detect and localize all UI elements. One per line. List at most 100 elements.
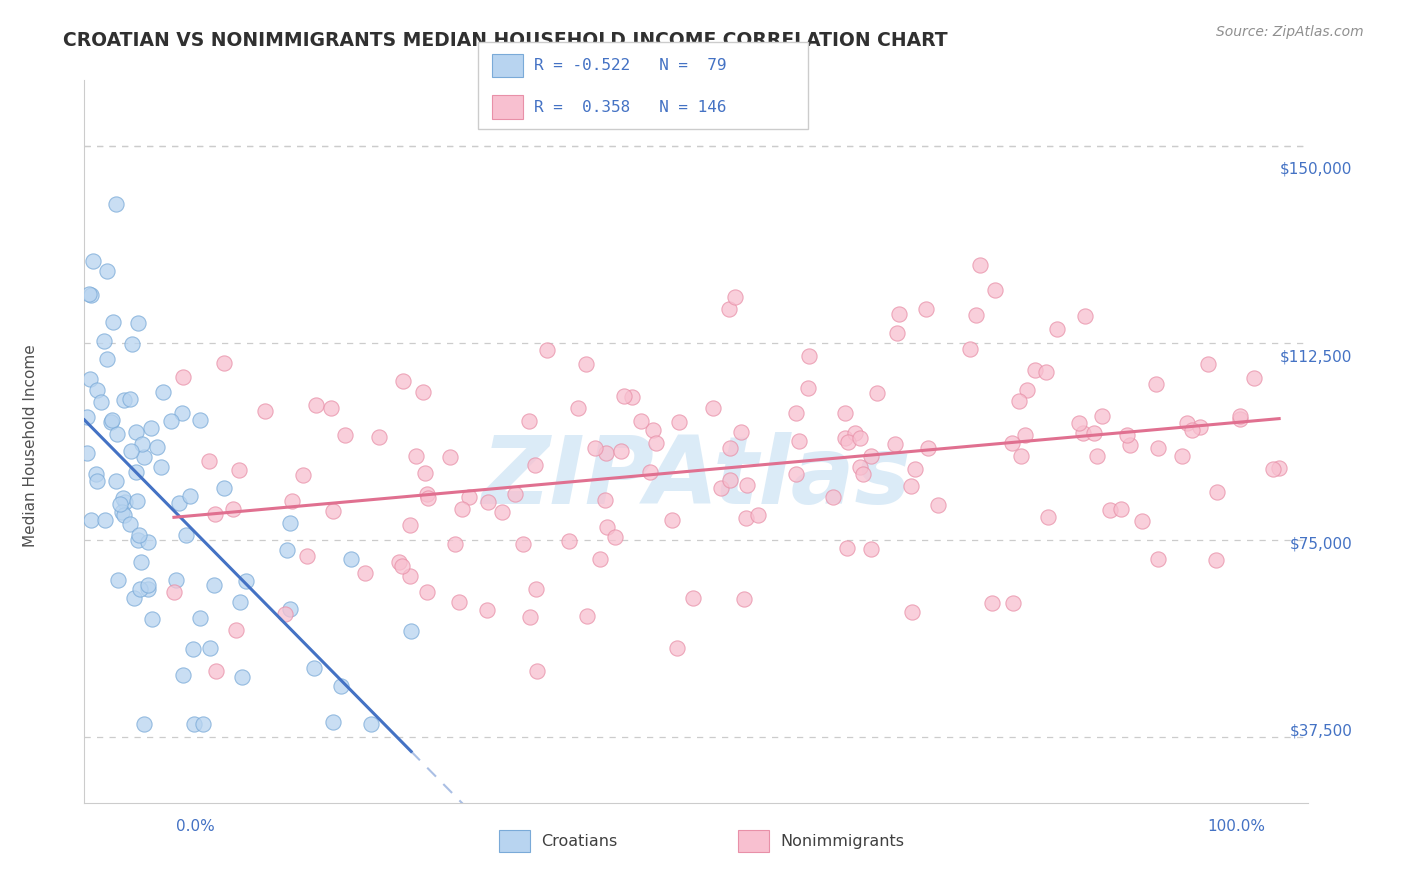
- Point: [136, 577, 159, 591]
- Point: [354, 566, 377, 580]
- Point: [1115, 427, 1137, 442]
- Point: [1171, 449, 1194, 463]
- Point: [1119, 437, 1142, 451]
- Point: [112, 508, 135, 523]
- Point: [449, 595, 471, 609]
- Point: [1181, 423, 1204, 437]
- Point: [1046, 322, 1069, 336]
- Point: [1146, 441, 1168, 455]
- Point: [519, 610, 541, 624]
- Point: [86, 467, 108, 481]
- Point: [94, 513, 117, 527]
- Point: [125, 465, 148, 479]
- Text: $112,500: $112,500: [1281, 350, 1353, 364]
- Point: [603, 530, 626, 544]
- Point: [458, 490, 481, 504]
- Point: [1036, 509, 1059, 524]
- Point: [860, 542, 883, 557]
- Point: [111, 505, 134, 519]
- Point: [1206, 484, 1229, 499]
- Point: [107, 573, 129, 587]
- Point: [172, 668, 194, 682]
- Point: [127, 316, 149, 330]
- Point: [146, 440, 169, 454]
- Point: [557, 533, 579, 548]
- Point: [630, 414, 652, 428]
- Point: [367, 430, 389, 444]
- Point: [984, 283, 1007, 297]
- Point: [900, 479, 922, 493]
- Point: [128, 528, 150, 542]
- Point: [193, 717, 215, 731]
- Point: [79, 372, 101, 386]
- Point: [1071, 425, 1094, 440]
- Point: [524, 582, 547, 596]
- Point: [118, 392, 141, 406]
- Point: [1035, 365, 1057, 379]
- Point: [730, 425, 752, 439]
- Point: [475, 603, 498, 617]
- Point: [254, 404, 277, 418]
- Point: [391, 559, 413, 574]
- Point: [114, 495, 136, 509]
- Point: [797, 381, 820, 395]
- Point: [96, 351, 118, 366]
- Point: [733, 592, 755, 607]
- Point: [450, 501, 472, 516]
- Point: [668, 415, 690, 429]
- Point: [292, 467, 315, 482]
- Point: [682, 591, 704, 605]
- Point: [132, 717, 155, 731]
- Point: [96, 264, 118, 278]
- Point: [717, 301, 740, 316]
- Text: Median Household Income: Median Household Income: [24, 344, 38, 548]
- Point: [583, 442, 606, 456]
- Point: [901, 605, 924, 619]
- Point: [159, 414, 181, 428]
- Point: [205, 665, 228, 679]
- Point: [927, 499, 949, 513]
- Point: [1074, 309, 1097, 323]
- Point: [302, 661, 325, 675]
- Point: [222, 502, 245, 516]
- Point: [76, 446, 98, 460]
- Point: [859, 449, 882, 463]
- Point: [915, 301, 938, 316]
- Point: [834, 406, 856, 420]
- Text: $150,000: $150,000: [1281, 162, 1353, 177]
- Point: [1130, 514, 1153, 528]
- Point: [737, 478, 759, 492]
- Point: [576, 608, 599, 623]
- Point: [524, 458, 547, 473]
- Point: [276, 543, 298, 558]
- Point: [491, 505, 513, 519]
- Point: [112, 393, 135, 408]
- Text: Croatians: Croatians: [541, 834, 617, 848]
- Point: [718, 473, 741, 487]
- Text: CROATIAN VS NONIMMIGRANTS MEDIAN HOUSEHOLD INCOME CORRELATION CHART: CROATIAN VS NONIMMIGRANTS MEDIAN HOUSEHO…: [63, 31, 948, 50]
- Text: R =  0.358   N = 146: R = 0.358 N = 146: [534, 100, 727, 114]
- Point: [170, 406, 193, 420]
- Point: [101, 413, 124, 427]
- Point: [86, 474, 108, 488]
- Point: [610, 444, 633, 458]
- Point: [785, 406, 807, 420]
- Point: [305, 398, 328, 412]
- Point: [1144, 377, 1167, 392]
- Point: [1069, 417, 1091, 431]
- Point: [595, 446, 617, 460]
- Point: [503, 487, 526, 501]
- Point: [131, 555, 153, 569]
- Point: [212, 355, 235, 369]
- Point: [77, 286, 100, 301]
- Text: R = -0.522   N =  79: R = -0.522 N = 79: [534, 58, 727, 72]
- Point: [399, 568, 422, 582]
- Point: [1001, 435, 1024, 450]
- Point: [917, 441, 939, 455]
- Point: [120, 516, 142, 531]
- Text: $75,000: $75,000: [1289, 537, 1353, 551]
- Point: [526, 665, 548, 679]
- Point: [360, 717, 382, 731]
- Point: [103, 315, 125, 329]
- Point: [444, 536, 467, 550]
